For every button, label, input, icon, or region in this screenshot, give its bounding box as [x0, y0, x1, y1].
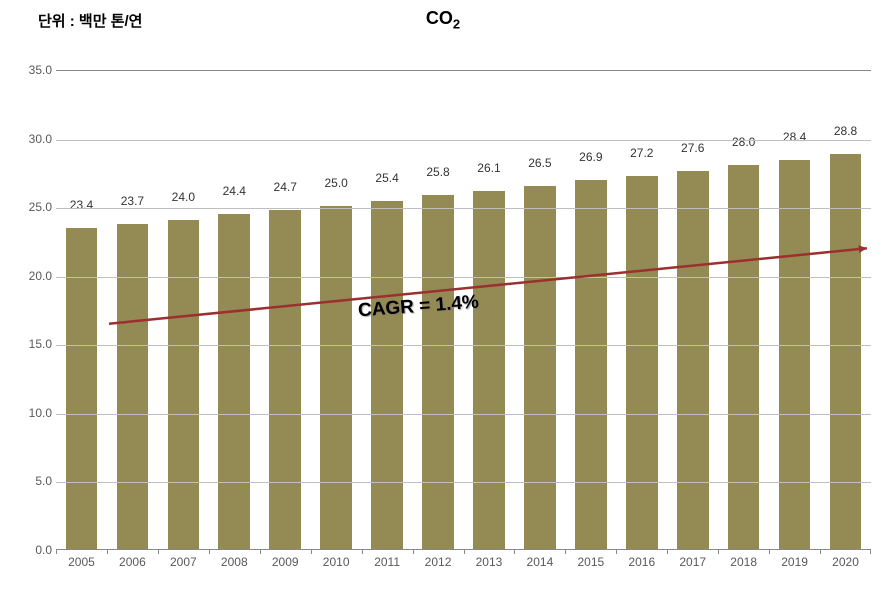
bar-value-label: 28.0 — [732, 135, 755, 149]
bar — [779, 160, 811, 549]
y-tick-label: 0.0 — [12, 543, 52, 557]
x-tick-label: 2007 — [170, 555, 197, 569]
bar — [422, 195, 454, 549]
bar-slot: 24.72009 — [260, 71, 311, 549]
y-tick-label: 25.0 — [12, 200, 52, 214]
gridline — [56, 414, 871, 415]
y-tick-label: 5.0 — [12, 474, 52, 488]
bar-value-label: 27.2 — [630, 146, 653, 160]
gridline — [56, 345, 871, 346]
x-tick-sep — [616, 549, 617, 554]
x-tick-label: 2019 — [781, 555, 808, 569]
x-tick-label: 2015 — [577, 555, 604, 569]
bar-value-label: 28.4 — [783, 130, 806, 144]
chart-title-main: CO — [426, 8, 453, 28]
bar-value-label: 24.4 — [223, 184, 246, 198]
bar — [168, 220, 200, 549]
bar-value-label: 26.9 — [579, 150, 602, 164]
x-tick-label: 2005 — [68, 555, 95, 569]
x-tick-sep — [820, 549, 821, 554]
x-tick-sep — [311, 549, 312, 554]
bar — [575, 180, 607, 549]
bar-value-label: 26.1 — [477, 161, 500, 175]
gridline — [56, 140, 871, 141]
bar-slot: 27.62017 — [667, 71, 718, 549]
bar-value-label: 24.7 — [274, 180, 297, 194]
x-tick-label: 2013 — [476, 555, 503, 569]
bar — [320, 206, 352, 549]
bar — [626, 176, 658, 549]
chart-title: CO2 — [426, 8, 460, 32]
x-tick-label: 2012 — [425, 555, 452, 569]
bar-value-label: 25.4 — [375, 171, 398, 185]
bar-value-label: 26.5 — [528, 156, 551, 170]
chart-title-sub: 2 — [453, 17, 460, 32]
x-tick-label: 2018 — [730, 555, 757, 569]
bar-value-label: 24.0 — [172, 190, 195, 204]
bar-slot: 24.02007 — [158, 71, 209, 549]
bar — [473, 191, 505, 549]
bar-slot: 26.92015 — [565, 71, 616, 549]
x-tick-sep — [413, 549, 414, 554]
x-tick-label: 2017 — [679, 555, 706, 569]
bar-slot: 25.02010 — [311, 71, 362, 549]
bar-slot: 26.52014 — [514, 71, 565, 549]
gridline — [56, 277, 871, 278]
bar-slot: 23.42005 — [56, 71, 107, 549]
x-tick-label: 2008 — [221, 555, 248, 569]
bar-value-label: 23.7 — [121, 194, 144, 208]
y-tick-label: 10.0 — [12, 406, 52, 420]
y-tick-label: 15.0 — [12, 337, 52, 351]
bar-value-label: 23.4 — [70, 198, 93, 212]
bar-slot: 23.72006 — [107, 71, 158, 549]
bar-slot: 27.22016 — [616, 71, 667, 549]
bar-value-label: 25.0 — [324, 176, 347, 190]
bar — [677, 171, 709, 550]
bar — [524, 186, 556, 549]
gridline — [56, 482, 871, 483]
x-tick-sep — [667, 549, 668, 554]
bar-value-label: 27.6 — [681, 141, 704, 155]
bar — [269, 210, 301, 549]
x-tick-sep — [56, 549, 57, 554]
x-tick-sep — [718, 549, 719, 554]
bar — [218, 214, 250, 549]
y-tick-label: 20.0 — [12, 269, 52, 283]
x-tick-sep — [464, 549, 465, 554]
gridline — [56, 208, 871, 209]
x-tick-label: 2006 — [119, 555, 146, 569]
x-tick-label: 2010 — [323, 555, 350, 569]
x-tick-sep — [362, 549, 363, 554]
bar — [728, 165, 760, 549]
x-tick-sep — [260, 549, 261, 554]
y-tick-label: 35.0 — [12, 63, 52, 77]
x-tick-sep — [514, 549, 515, 554]
bar-value-label: 25.8 — [426, 165, 449, 179]
x-tick-label: 2016 — [628, 555, 655, 569]
x-tick-sep — [565, 549, 566, 554]
y-tick-label: 30.0 — [12, 132, 52, 146]
bar — [830, 154, 862, 549]
x-tick-label: 2020 — [832, 555, 859, 569]
x-tick-sep — [158, 549, 159, 554]
bar-slot: 28.02018 — [718, 71, 769, 549]
bar — [117, 224, 149, 549]
x-tick-label: 2014 — [527, 555, 554, 569]
bar-slot: 24.42008 — [209, 71, 260, 549]
x-tick-label: 2011 — [374, 555, 400, 569]
x-tick-sep — [209, 549, 210, 554]
x-tick-label: 2009 — [272, 555, 299, 569]
x-tick-sep — [107, 549, 108, 554]
bar-slot: 28.82020 — [820, 71, 871, 549]
x-tick-sep — [870, 549, 871, 554]
bar-slot: 28.42019 — [769, 71, 820, 549]
bar-value-label: 28.8 — [834, 124, 857, 138]
unit-label: 단위 : 백만 톤/연 — [38, 10, 142, 31]
x-tick-sep — [769, 549, 770, 554]
bar — [371, 201, 403, 549]
